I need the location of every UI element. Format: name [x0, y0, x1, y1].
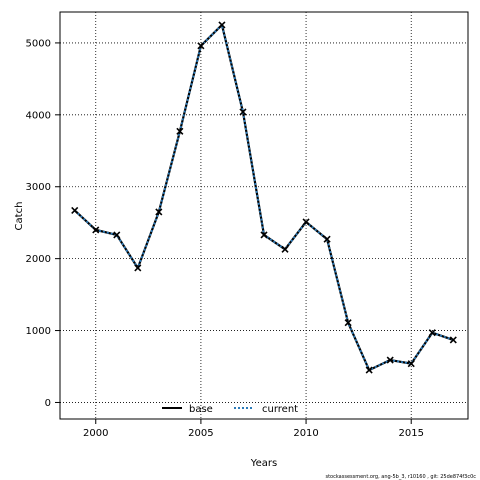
marker-stroke — [176, 127, 184, 135]
y-axis: 0 1000 2000 3000 4000 5000 — [26, 38, 60, 409]
marker-stroke — [428, 329, 436, 337]
marker-stroke — [239, 108, 247, 116]
marker-stroke — [386, 356, 394, 364]
data-point-marker — [302, 218, 310, 226]
data-point-marker — [386, 356, 394, 364]
y-tick-label: 5000 — [26, 38, 51, 49]
data-point-marker — [176, 127, 184, 135]
x-axis-title: Years — [250, 458, 277, 469]
series-line-base — [73, 23, 454, 372]
data-point-marker — [407, 360, 415, 368]
markers-group — [71, 21, 457, 374]
x-tick-label: 2005 — [188, 428, 213, 439]
data-point-marker — [239, 108, 247, 116]
legend-label-base: base — [189, 404, 213, 415]
marker-stroke — [71, 206, 79, 215]
marker-stroke — [344, 319, 352, 327]
y-tick-label: 0 — [45, 398, 51, 409]
marker-stroke — [260, 231, 268, 239]
marker-stroke — [407, 360, 415, 368]
data-point-marker — [323, 235, 331, 243]
data-point-marker — [218, 21, 226, 29]
data-point-marker — [365, 366, 373, 374]
marker-stroke — [218, 21, 226, 29]
y-tick-label: 4000 — [26, 110, 51, 121]
marker-stroke — [113, 231, 121, 239]
series-line-current — [74, 24, 454, 372]
marker-stroke — [92, 226, 100, 234]
legend: base current — [162, 404, 298, 415]
y-tick-label: 2000 — [26, 254, 51, 265]
marker-stroke — [302, 218, 310, 226]
data-point-marker — [260, 231, 268, 239]
x-tick-label: 2015 — [398, 428, 423, 439]
x-tick-label: 2000 — [83, 428, 108, 439]
footer-note: stockassessment.org, ang-5b_3, r10160 , … — [325, 474, 476, 480]
data-point-marker — [428, 329, 436, 337]
y-tick-label: 1000 — [26, 326, 51, 337]
x-tick-label: 2010 — [293, 428, 318, 439]
y-tick-label: 3000 — [26, 182, 51, 193]
series-group — [73, 23, 454, 372]
data-point-marker — [281, 245, 289, 253]
data-point-marker — [155, 208, 163, 216]
legend-label-current: current — [262, 404, 298, 415]
data-point-marker — [344, 319, 352, 327]
data-point-marker — [113, 231, 121, 239]
marker-stroke — [134, 264, 142, 272]
data-point-marker — [197, 42, 205, 50]
marker-stroke — [197, 42, 205, 50]
plot-frame — [59, 11, 469, 420]
data-point-marker — [71, 206, 79, 215]
marker-stroke — [365, 366, 373, 374]
y-axis-title: Catch — [14, 202, 25, 231]
data-point-marker — [134, 264, 142, 272]
marker-stroke — [323, 235, 331, 243]
marker-stroke — [281, 245, 289, 253]
data-point-marker — [92, 226, 100, 234]
x-axis: 2000 2005 2010 2015 — [83, 419, 424, 439]
data-point-marker — [449, 336, 457, 344]
marker-stroke — [449, 336, 457, 344]
grid — [60, 12, 468, 419]
marker-stroke — [155, 208, 163, 216]
